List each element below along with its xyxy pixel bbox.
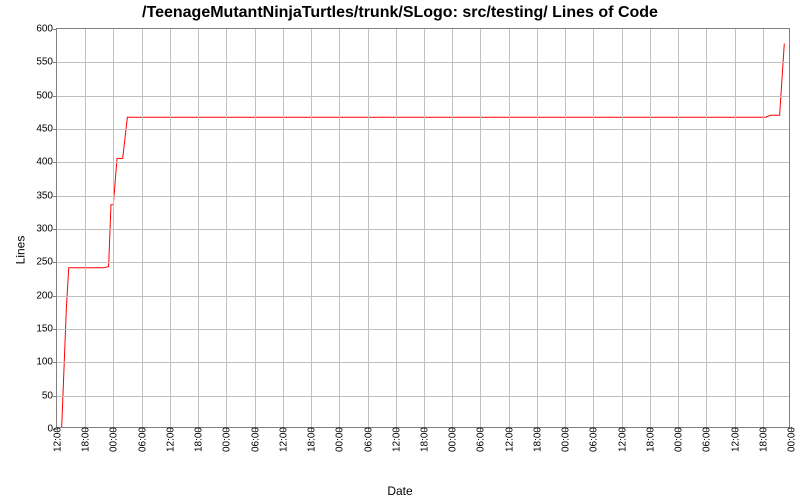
xtick-label: 00:00 <box>333 427 346 452</box>
gridline-vertical <box>735 29 736 427</box>
plot-area: 05010015020025030035040045050055060012:0… <box>56 28 790 428</box>
xtick-label: 00:00 <box>559 427 572 452</box>
xtick-label: 18:00 <box>643 427 656 452</box>
gridline-vertical <box>85 29 86 427</box>
gridline-horizontal <box>57 96 789 97</box>
gridline-horizontal <box>57 229 789 230</box>
xtick-label: 12:00 <box>163 427 176 452</box>
ytick-label: 100 <box>36 357 57 368</box>
gridline-horizontal <box>57 62 789 63</box>
x-axis-label: Date <box>0 484 800 498</box>
ytick-label: 500 <box>36 90 57 101</box>
xtick-label: 00:00 <box>107 427 120 452</box>
gridline-vertical <box>368 29 369 427</box>
gridline-vertical <box>226 29 227 427</box>
ytick-label: 50 <box>42 390 57 401</box>
gridline-vertical <box>622 29 623 427</box>
y-axis-label: Lines <box>13 236 27 265</box>
xtick-label: 18:00 <box>530 427 543 452</box>
ytick-label: 350 <box>36 190 57 201</box>
gridline-vertical <box>396 29 397 427</box>
gridline-vertical <box>170 29 171 427</box>
gridline-vertical <box>113 29 114 427</box>
gridline-vertical <box>142 29 143 427</box>
gridline-horizontal <box>57 196 789 197</box>
ytick-label: 400 <box>36 157 57 168</box>
xtick-label: 06:00 <box>361 427 374 452</box>
xtick-label: 12:00 <box>276 427 289 452</box>
ytick-label: 150 <box>36 324 57 335</box>
gridline-vertical <box>706 29 707 427</box>
gridline-horizontal <box>57 362 789 363</box>
chart-title: /TeenageMutantNinjaTurtles/trunk/SLogo: … <box>0 4 800 22</box>
gridline-vertical <box>565 29 566 427</box>
gridline-vertical <box>452 29 453 427</box>
xtick-label: 12:00 <box>728 427 741 452</box>
xtick-label: 18:00 <box>418 427 431 452</box>
xtick-label: 06:00 <box>135 427 148 452</box>
xtick-label: 18:00 <box>192 427 205 452</box>
xtick-label: 12:00 <box>502 427 515 452</box>
ytick-label: 600 <box>36 24 57 35</box>
gridline-horizontal <box>57 129 789 130</box>
gridline-vertical <box>763 29 764 427</box>
xtick-label: 00:00 <box>785 427 798 452</box>
xtick-label: 00:00 <box>446 427 459 452</box>
gridline-vertical <box>311 29 312 427</box>
data-line <box>57 29 789 427</box>
gridline-vertical <box>509 29 510 427</box>
gridline-vertical <box>255 29 256 427</box>
gridline-vertical <box>283 29 284 427</box>
gridline-horizontal <box>57 162 789 163</box>
xtick-label: 06:00 <box>587 427 600 452</box>
gridline-vertical <box>480 29 481 427</box>
xtick-label: 06:00 <box>474 427 487 452</box>
gridline-vertical <box>537 29 538 427</box>
gridline-vertical <box>198 29 199 427</box>
gridline-vertical <box>339 29 340 427</box>
xtick-label: 18:00 <box>305 427 318 452</box>
gridline-horizontal <box>57 296 789 297</box>
ytick-label: 300 <box>36 224 57 235</box>
xtick-label: 12:00 <box>51 427 64 452</box>
gridline-vertical <box>650 29 651 427</box>
gridline-vertical <box>424 29 425 427</box>
xtick-label: 06:00 <box>700 427 713 452</box>
ytick-label: 450 <box>36 124 57 135</box>
gridline-horizontal <box>57 262 789 263</box>
xtick-label: 00:00 <box>220 427 233 452</box>
gridline-horizontal <box>57 396 789 397</box>
xtick-label: 06:00 <box>248 427 261 452</box>
gridline-vertical <box>678 29 679 427</box>
gridline-vertical <box>593 29 594 427</box>
xtick-label: 00:00 <box>672 427 685 452</box>
xtick-label: 12:00 <box>389 427 402 452</box>
chart-container: /TeenageMutantNinjaTurtles/trunk/SLogo: … <box>0 0 800 500</box>
xtick-label: 18:00 <box>79 427 92 452</box>
ytick-label: 200 <box>36 290 57 301</box>
ytick-label: 250 <box>36 257 57 268</box>
xtick-label: 12:00 <box>615 427 628 452</box>
gridline-horizontal <box>57 329 789 330</box>
ytick-label: 550 <box>36 57 57 68</box>
xtick-label: 18:00 <box>756 427 769 452</box>
